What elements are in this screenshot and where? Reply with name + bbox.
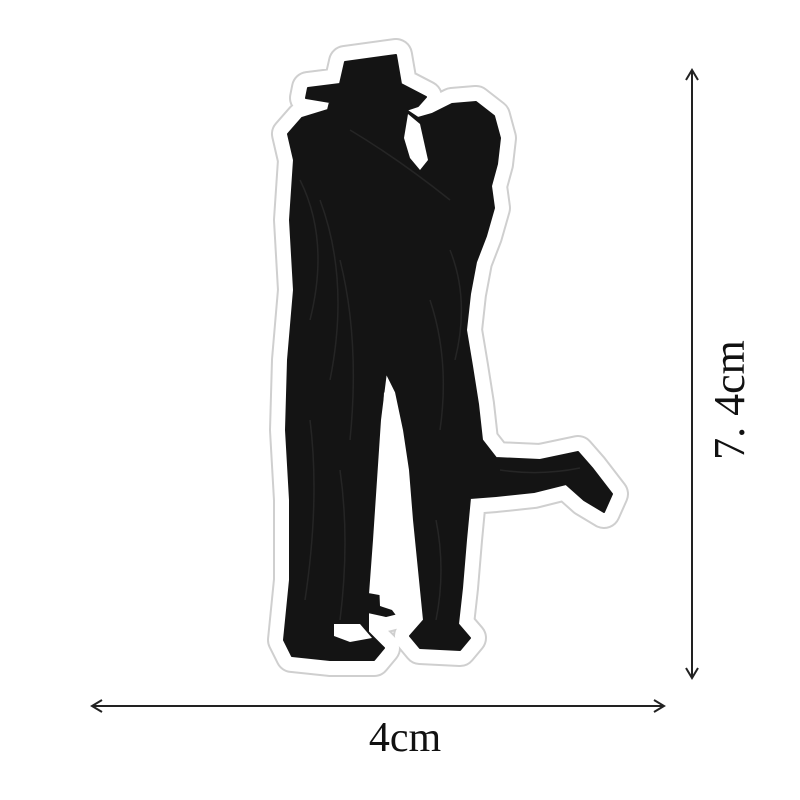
face-gap [404,114,428,170]
embroidered-patch [284,55,612,660]
width-label: 4cm [368,715,442,761]
width-dimension-arrow [90,699,666,713]
stitch-texture [299,129,581,621]
feet-gap [334,624,372,642]
height-dimension-arrow [685,68,699,680]
height-label: 7. 4cm [705,340,754,460]
leg-gap [378,392,416,626]
